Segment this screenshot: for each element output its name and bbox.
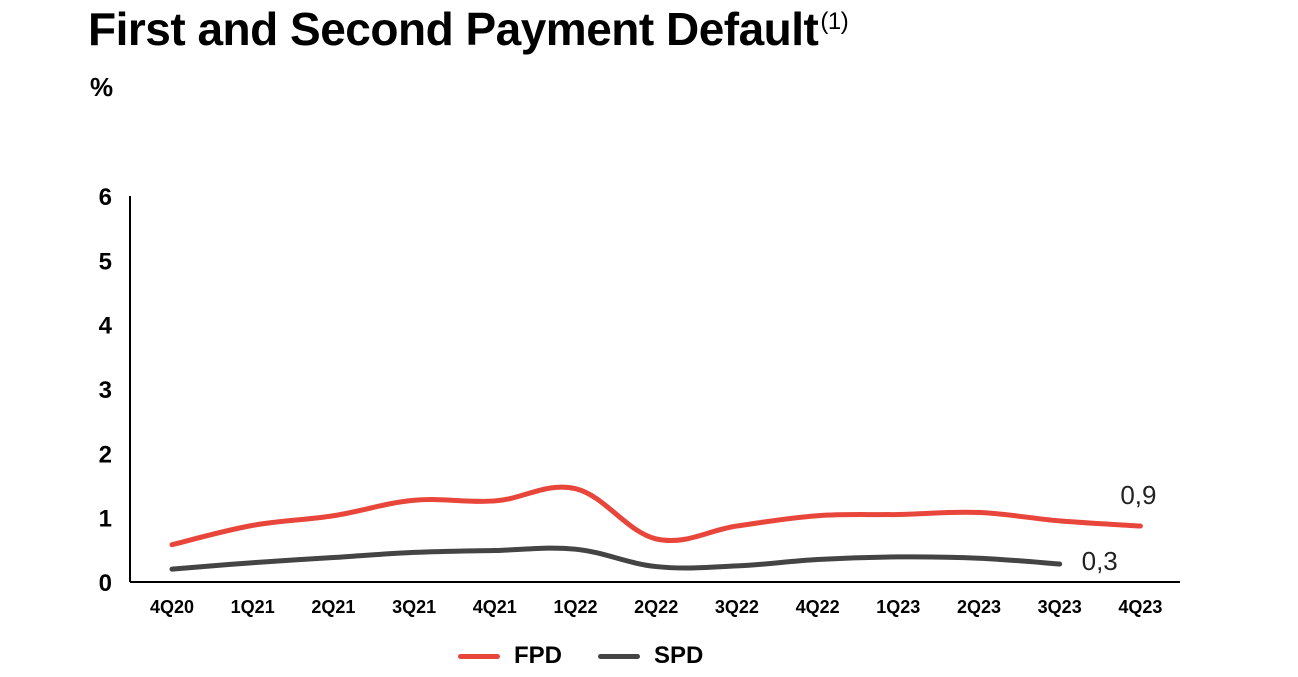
- legend-label-fpd: FPD: [514, 642, 562, 669]
- axes: [129, 196, 1180, 583]
- x-tick-label-1Q23: 1Q23: [876, 597, 920, 617]
- end-labels: 0,9 0,3: [1082, 480, 1157, 576]
- line-chart: 0 1 2 3 4 5 6 4Q20 1Q21 2Q21 3Q21 4Q21 1Q22 2Q22 3Q22…: [99, 184, 1180, 617]
- x-tick-label-2Q23: 2Q23: [957, 597, 1001, 617]
- legend-item-spd[interactable]: SPD: [598, 642, 703, 670]
- chart-title-text: First and Second Payment Default: [88, 3, 819, 55]
- x-tick-label-3Q21: 3Q21: [392, 597, 436, 617]
- title-footnote-marker: (1): [820, 8, 849, 35]
- y-tick-label-4: 4: [99, 313, 113, 340]
- legend: FPD SPD: [458, 642, 739, 670]
- legend-label-spd: SPD: [654, 642, 704, 669]
- x-tick-label-1Q21: 1Q21: [231, 597, 275, 617]
- x-tick-label-2Q21: 2Q21: [311, 597, 355, 617]
- legend-item-fpd[interactable]: FPD: [458, 642, 562, 670]
- legend-swatch-fpd: [458, 653, 500, 659]
- y-axis-ticks: 0 1 2 3 4 5 6: [99, 184, 113, 597]
- legend-swatch-spd: [598, 653, 640, 659]
- y-tick-label-6: 6: [99, 184, 112, 211]
- series-line-fpd: [169, 484, 1143, 548]
- x-tick-label-4Q22: 4Q22: [796, 597, 840, 617]
- y-tick-label-3: 3: [99, 377, 112, 404]
- x-tick-label-1Q22: 1Q22: [553, 597, 597, 617]
- y-tick-label-2: 2: [99, 441, 112, 468]
- x-tick-label-4Q23: 4Q23: [1118, 597, 1162, 617]
- x-axis-ticks: 4Q20 1Q21 2Q21 3Q21 4Q21 1Q22 2Q22 3Q22 4Q22 1Q23…: [150, 597, 1162, 617]
- x-tick-label-4Q21: 4Q21: [473, 597, 517, 617]
- chart-title: First and Second Payment Default(1): [88, 2, 849, 56]
- x-tick-label-3Q23: 3Q23: [1038, 597, 1082, 617]
- unit-label: %: [90, 72, 114, 102]
- series-group: [169, 484, 1143, 572]
- series-line-spd: [169, 545, 1063, 572]
- y-tick-label-0: 0: [99, 570, 112, 597]
- x-tick-label-2Q22: 2Q22: [634, 597, 678, 617]
- y-tick-label-1: 1: [99, 506, 112, 533]
- x-tick-label-3Q22: 3Q22: [715, 597, 759, 617]
- end-label-spd: 0,3: [1082, 546, 1118, 576]
- x-tick-label-4Q20: 4Q20: [150, 597, 194, 617]
- y-tick-label-5: 5: [99, 248, 112, 275]
- end-label-fpd: 0,9: [1120, 480, 1156, 510]
